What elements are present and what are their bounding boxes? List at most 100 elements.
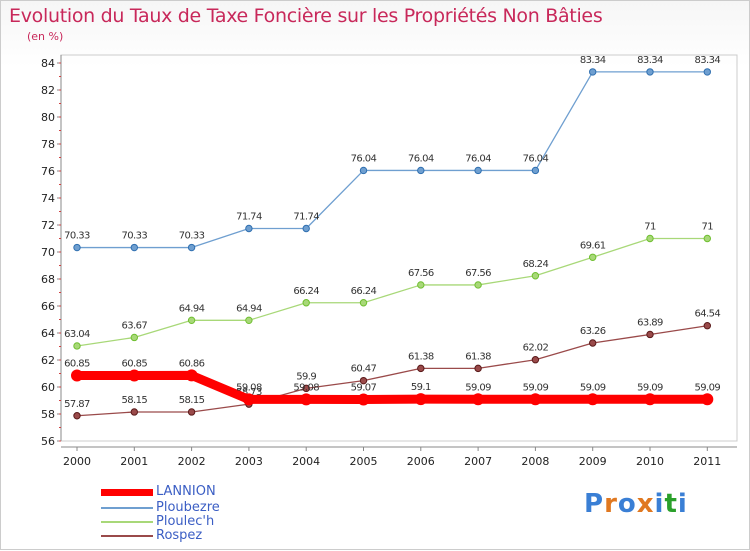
chart-title: Evolution du Taux de Taxe Foncière sur l…: [9, 5, 603, 27]
logo-letter: i: [654, 489, 665, 519]
data-label-lannion: 59.09: [637, 382, 663, 393]
x-tick-label: 2007: [464, 455, 492, 468]
x-tick-label: 2006: [407, 455, 435, 468]
data-point-lannion: [586, 393, 599, 406]
data-point-rospez: [589, 339, 597, 347]
data-point-rospez: [73, 412, 81, 420]
data-point-lannion: [472, 393, 485, 406]
x-tick-label: 2008: [521, 455, 549, 468]
logo-letter: i: [677, 489, 688, 519]
logo-letter: P: [584, 489, 605, 519]
data-point-lannion: [644, 393, 656, 406]
data-point-lannion: [71, 369, 83, 382]
data-label-ploubezre: 76.04: [408, 153, 434, 164]
data-point-lannion: [529, 393, 542, 406]
data-label-ploulech: 66.24: [351, 286, 377, 297]
logo-letter: x: [636, 489, 655, 519]
series-line-ploulech: [76, 237, 708, 347]
data-point-rospez: [417, 364, 425, 373]
data-label-ploulech: 67.56: [408, 268, 434, 279]
data-label-rospez: 63.26: [580, 326, 606, 337]
data-point-ploubezre: [474, 166, 482, 175]
data-label-ploubezre: 76.04: [465, 153, 491, 164]
data-point-lannion: [701, 393, 714, 406]
chart-subtitle: (en %): [27, 30, 64, 43]
data-label-ploulech: 63.04: [64, 329, 90, 340]
legend-swatch-lannion: [101, 489, 153, 496]
data-label-lannion: 59.1: [411, 382, 431, 393]
data-label-ploubezre: 71.74: [293, 212, 319, 223]
data-point-ploubezre: [245, 224, 253, 233]
data-point-ploulech: [73, 342, 81, 350]
x-tick-label: 2004: [292, 455, 320, 468]
data-label-rospez: 59.9: [296, 371, 316, 382]
y-tick-label: 70: [41, 246, 55, 259]
data-point-rospez: [703, 322, 711, 330]
data-label-rospez: 63.89: [637, 317, 663, 328]
data-point-lannion: [128, 369, 141, 382]
data-point-ploulech: [187, 316, 196, 325]
data-point-rospez: [187, 408, 196, 416]
data-label-ploubezre: 83.34: [637, 55, 663, 66]
data-label-ploubezre: 70.33: [64, 231, 90, 242]
data-label-lannion: 59.09: [523, 382, 549, 393]
proxiti-logo: Proxiti: [584, 489, 688, 519]
data-point-ploubezre: [531, 166, 540, 175]
y-tick-label: 56: [41, 435, 55, 448]
data-point-ploubezre: [359, 166, 368, 175]
data-label-ploulech: 68.24: [523, 259, 549, 270]
data-point-ploulech: [130, 333, 139, 342]
data-label-ploubezre: 83.34: [694, 55, 720, 66]
data-point-ploulech: [703, 234, 711, 243]
data-label-ploulech: 67.56: [465, 268, 491, 279]
data-label-ploubezre: 83.34: [580, 55, 606, 66]
y-tick-label: 80: [41, 111, 55, 124]
x-tick-label: 2011: [693, 455, 721, 468]
data-label-ploubezre: 70.33: [121, 231, 147, 242]
data-label-ploulech: 64.94: [179, 303, 205, 314]
data-label-rospez: 61.38: [465, 351, 491, 362]
data-label-ploubezre: 71.74: [236, 212, 262, 223]
legend-label-rospez: Rospez: [156, 528, 203, 543]
data-label-rospez: 57.87: [64, 399, 90, 410]
y-tick-label: 74: [41, 192, 55, 205]
legend-label-ploubezre: Ploubezre: [156, 500, 220, 515]
data-point-ploulech: [589, 253, 597, 261]
data-point-rospez: [531, 356, 540, 364]
legend-label-ploulech: Ploulec'h: [156, 514, 215, 529]
data-point-ploubezre: [130, 243, 139, 252]
y-tick-label: 58: [41, 408, 55, 421]
legend-swatch-rospez: [101, 535, 153, 537]
x-tick-label: 2003: [235, 455, 263, 468]
data-label-lannion: 59.09: [580, 382, 606, 393]
data-label-ploulech: 66.24: [293, 286, 319, 297]
y-tick-label: 68: [41, 273, 55, 286]
data-point-ploubezre: [417, 166, 425, 175]
legend-label-lannion: LANNION: [156, 484, 216, 499]
x-tick-label: 2009: [579, 455, 607, 468]
data-label-rospez: 62.02: [523, 343, 549, 354]
x-tick-label: 2000: [63, 455, 91, 468]
data-point-rospez: [302, 384, 310, 393]
data-label-ploulech: 64.94: [236, 303, 262, 314]
data-point-ploubezre: [302, 224, 310, 233]
data-label-rospez: 64.54: [694, 309, 720, 320]
y-tick-label: 78: [41, 138, 55, 151]
data-point-ploulech: [245, 316, 253, 325]
data-label-lannion: 60.86: [179, 358, 205, 369]
logo-letter: r: [604, 489, 618, 519]
data-point-rospez: [359, 376, 368, 385]
y-tick-label: 82: [41, 84, 55, 97]
data-label-ploulech: 63.67: [121, 320, 147, 331]
data-label-rospez: 61.38: [408, 351, 434, 362]
data-label-lannion: 60.85: [121, 359, 147, 370]
data-label-rospez: 60.47: [351, 364, 377, 375]
legend-item-lannion: LANNION: [101, 484, 301, 499]
data-label-lannion: 59.09: [694, 382, 720, 393]
data-point-lannion: [414, 393, 427, 406]
series-line-ploubezre: [76, 71, 708, 249]
data-point-ploulech: [531, 272, 540, 280]
data-point-ploulech: [302, 299, 310, 307]
